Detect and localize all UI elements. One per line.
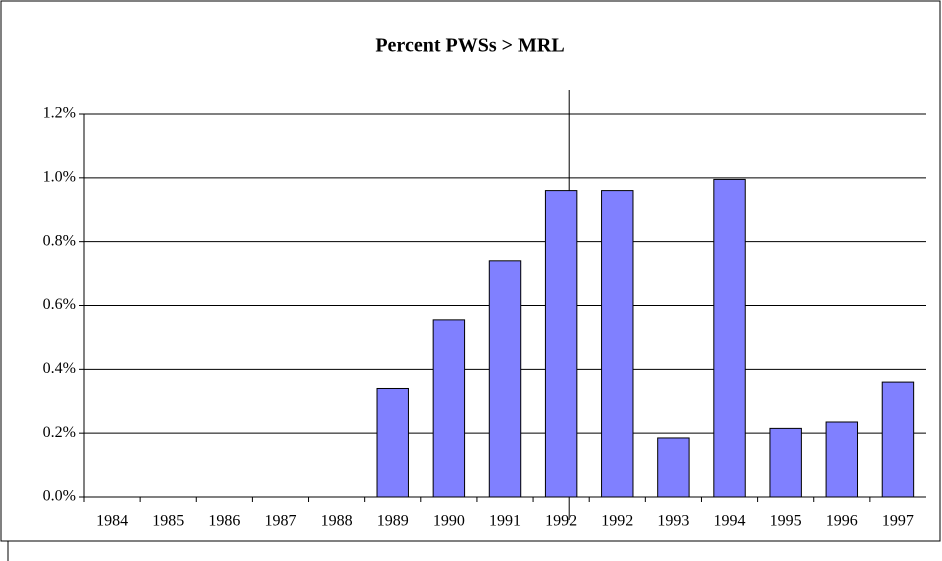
x-tick-label: 1992 [601,513,633,530]
x-tick-label: 1989 [377,513,409,530]
chart-title: Percent PWSs > MRL [375,35,564,57]
bar [601,190,634,498]
x-tick-label: 1994 [714,513,746,530]
y-tick-label: 0.2% [43,424,76,441]
bar [881,381,915,498]
x-tick-label: 1988 [321,513,353,530]
y-tick-label: 1.2% [43,105,76,122]
bar [432,319,466,498]
x-tick-label: 1992 [545,513,577,530]
x-tick-label: 1984 [96,513,128,530]
bar [488,260,522,498]
x-tick-label: 1993 [657,513,689,530]
y-tick-label: 0.4% [43,360,76,377]
x-tick-label: 1997 [882,513,914,530]
bar [376,387,409,498]
bar [544,190,578,498]
bar [769,427,802,498]
x-tick-label: 1985 [152,513,184,530]
x-tick-label: 1986 [208,513,240,530]
x-tick-label: 1995 [770,513,802,530]
y-tick-label: 0.6% [43,296,76,313]
bar [713,178,746,498]
bar [657,437,690,498]
y-tick-label: 1.0% [43,169,76,186]
x-tick-label: 1990 [433,513,465,530]
y-tick-label: 0.0% [43,488,76,505]
x-tick-label: 1987 [264,513,296,530]
x-tick-label: 1996 [826,513,858,530]
y-tick-label: 0.8% [43,232,76,249]
x-tick-label: 1991 [489,513,521,530]
bar [825,421,859,498]
